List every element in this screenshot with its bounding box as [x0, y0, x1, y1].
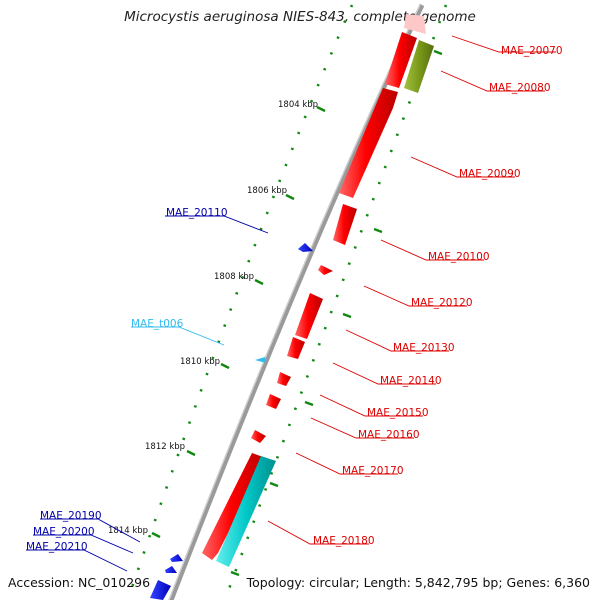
gene-feature-mae-20120[interactable]	[318, 265, 333, 275]
gene-feature-mae-20090[interactable]	[339, 88, 398, 198]
gene-feature-cyan[interactable]	[216, 456, 276, 567]
gene-feature-mae-20110[interactable]	[298, 243, 313, 252]
label-leader	[440, 70, 545, 92]
accession-text: Accession: NC_010296	[8, 575, 151, 590]
gene-label-mae-20160[interactable]: MAE_20160	[358, 429, 420, 441]
label-leader	[165, 215, 269, 234]
tick-label: 1804 kbp	[278, 100, 318, 110]
tick-label: 1806 kbp	[247, 186, 287, 196]
gene-label-mae-t006[interactable]: MAE_t006	[131, 318, 184, 330]
gene-feature-mae-20140[interactable]	[287, 337, 305, 359]
gene-label-mae-20170[interactable]: MAE_20170	[342, 465, 404, 477]
label-leader	[451, 35, 556, 53]
gene-label-mae-20210[interactable]: MAE_20210	[26, 541, 88, 553]
gene-feature-mae-20210[interactable]	[150, 580, 171, 600]
gene-label-mae-20100[interactable]: MAE_20100	[428, 251, 490, 263]
label-leader	[345, 329, 449, 352]
gene-label-mae-20090[interactable]: MAE_20090	[459, 168, 521, 180]
gene-label-mae-20130[interactable]: MAE_20130	[393, 342, 455, 354]
major-tick	[373, 227, 383, 234]
gene-label-mae-20110[interactable]: MAE_20110	[166, 207, 228, 219]
gene-feature-mae-20190[interactable]	[170, 554, 183, 562]
major-tick	[220, 362, 230, 370]
genome-summary: Topology: circular; Length: 5,842,795 bp…	[246, 575, 590, 590]
major-tick	[254, 278, 264, 286]
tick-label: 1812 kbp	[145, 442, 185, 452]
label-leader	[26, 549, 128, 572]
gene-feature-mae-20160[interactable]	[266, 394, 281, 409]
major-tick	[342, 312, 352, 319]
major-tick	[269, 481, 279, 488]
gene-feature-mae-20130[interactable]	[295, 293, 323, 339]
label-leader	[319, 394, 423, 417]
label-leader	[33, 534, 134, 554]
tick-label: 1808 kbp	[214, 272, 254, 282]
gene-label-mae-20080[interactable]: MAE_20080	[489, 82, 551, 94]
gene-label-mae-20140[interactable]: MAE_20140	[380, 375, 442, 387]
major-tick	[285, 193, 295, 201]
major-tick	[433, 49, 443, 56]
gene-label-mae-20070[interactable]: MAE_20070	[501, 45, 563, 57]
gene-feature-mae-20100[interactable]	[333, 204, 357, 245]
gene-label-mae-20150[interactable]: MAE_20150	[367, 407, 429, 419]
gene-label-mae-20200[interactable]: MAE_20200	[33, 526, 95, 538]
major-tick	[186, 449, 196, 457]
major-tick	[151, 531, 161, 539]
gene-feature-mae-20150[interactable]	[277, 372, 291, 386]
tick-label: 1814 kbp	[108, 526, 148, 536]
major-tick	[316, 105, 326, 113]
label-leader	[332, 362, 436, 385]
label-leader	[295, 452, 398, 475]
label-leader	[267, 520, 369, 545]
genome-backbone-highlight	[168, 4, 421, 600]
label-leader	[131, 326, 225, 346]
label-leader	[410, 156, 515, 178]
gene-feature-mae-20200[interactable]	[165, 566, 177, 573]
label-leader	[380, 239, 484, 261]
gene-feature-mae-20070[interactable]	[404, 14, 426, 34]
map-title: Microcystis aeruginosa NIES-843, complet…	[124, 9, 476, 25]
label-leader	[363, 285, 467, 307]
tick-label: 1810 kbp	[180, 357, 220, 367]
gene-feature-mae-t006[interactable]	[255, 357, 266, 363]
major-tick	[230, 570, 240, 577]
gene-label-mae-20120[interactable]: MAE_20120	[411, 297, 473, 309]
label-leader	[310, 417, 414, 439]
gene-feature-mae-20170[interactable]	[251, 430, 266, 443]
gene-feature-mae-20080[interactable]	[385, 32, 417, 88]
gene-label-mae-20190[interactable]: MAE_20190	[40, 510, 102, 522]
gene-feature-olive[interactable]	[404, 40, 434, 93]
outer-tick-ring	[223, 4, 448, 600]
label-leader	[40, 518, 141, 543]
major-tick	[304, 400, 314, 407]
gene-label-mae-20180[interactable]: MAE_20180	[313, 535, 375, 547]
gene-feature-mae-20180[interactable]	[202, 453, 266, 560]
